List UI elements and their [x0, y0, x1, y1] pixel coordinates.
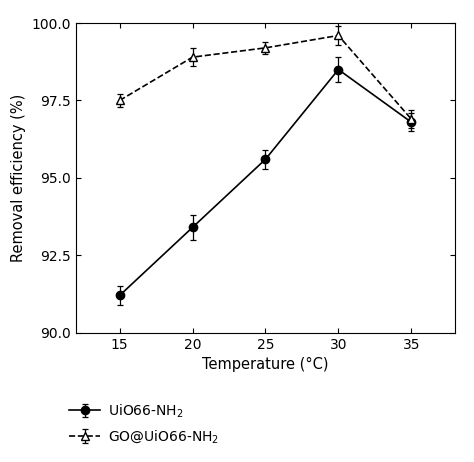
Legend: UiO66-NH$_2$, GO@UiO66-NH$_2$: UiO66-NH$_2$, GO@UiO66-NH$_2$ [64, 397, 225, 450]
Y-axis label: Removal efficiency (%): Removal efficiency (%) [11, 94, 26, 262]
X-axis label: Temperature (°C): Temperature (°C) [202, 357, 328, 372]
